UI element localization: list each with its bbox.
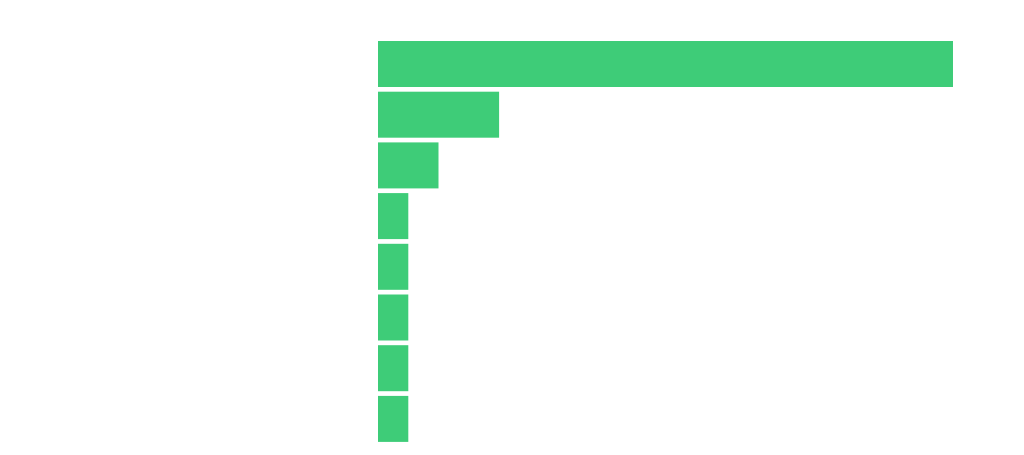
bar-1 (378, 41, 953, 87)
bar-2 (378, 91, 500, 138)
bar-5 (378, 243, 409, 290)
bar-4 (378, 193, 409, 240)
bar-7 (378, 345, 409, 392)
bar-8 (378, 395, 409, 442)
bar-6 (378, 294, 409, 341)
bar-3 (378, 142, 439, 189)
bar-series (378, 41, 953, 442)
